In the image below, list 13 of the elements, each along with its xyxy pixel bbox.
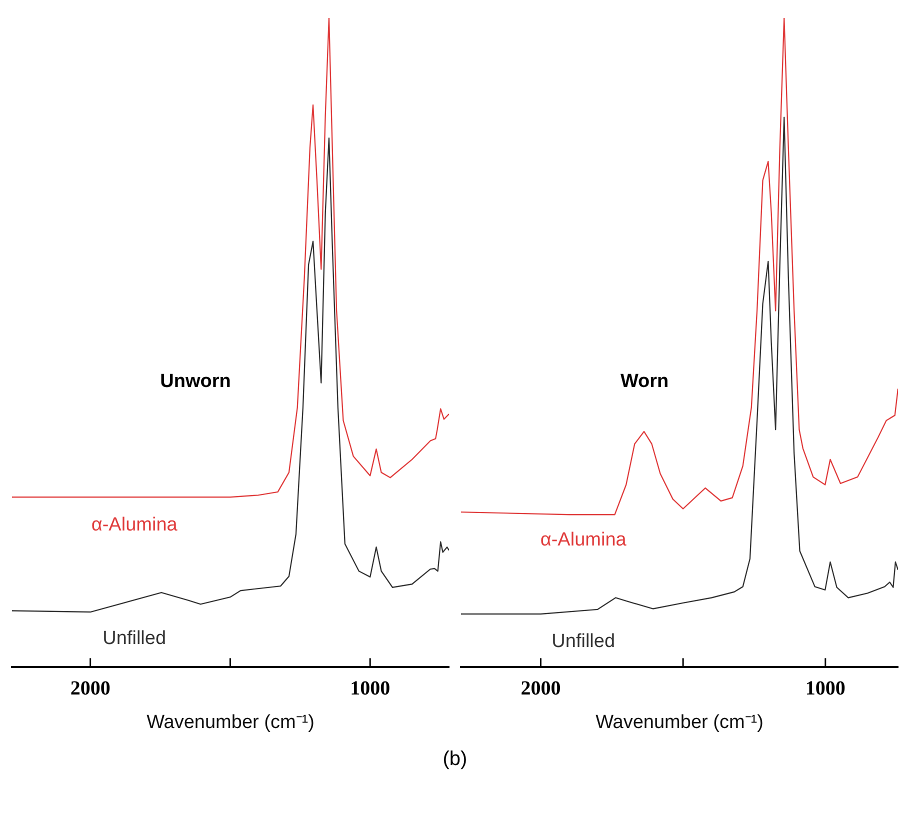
x-tick-label: 2000 bbox=[520, 677, 561, 700]
x-tick-label: 1000 bbox=[350, 677, 390, 700]
x-tick-label: 2000 bbox=[70, 677, 110, 700]
series-label: α-Alumina bbox=[540, 529, 627, 550]
series-label: α-Alumina bbox=[91, 514, 178, 536]
annotation: Unworn bbox=[160, 370, 231, 392]
x-tick-label: 1000 bbox=[805, 677, 846, 700]
series-label: Unfilled bbox=[102, 628, 166, 649]
x-axis-title: Wavenumber (cm⁻¹) bbox=[596, 712, 764, 733]
series-label: Unfilled bbox=[552, 631, 616, 652]
annotation: Worn bbox=[620, 370, 669, 392]
x-axis-title: Wavenumber (cm⁻¹) bbox=[146, 712, 314, 733]
text: (b) bbox=[442, 748, 468, 771]
